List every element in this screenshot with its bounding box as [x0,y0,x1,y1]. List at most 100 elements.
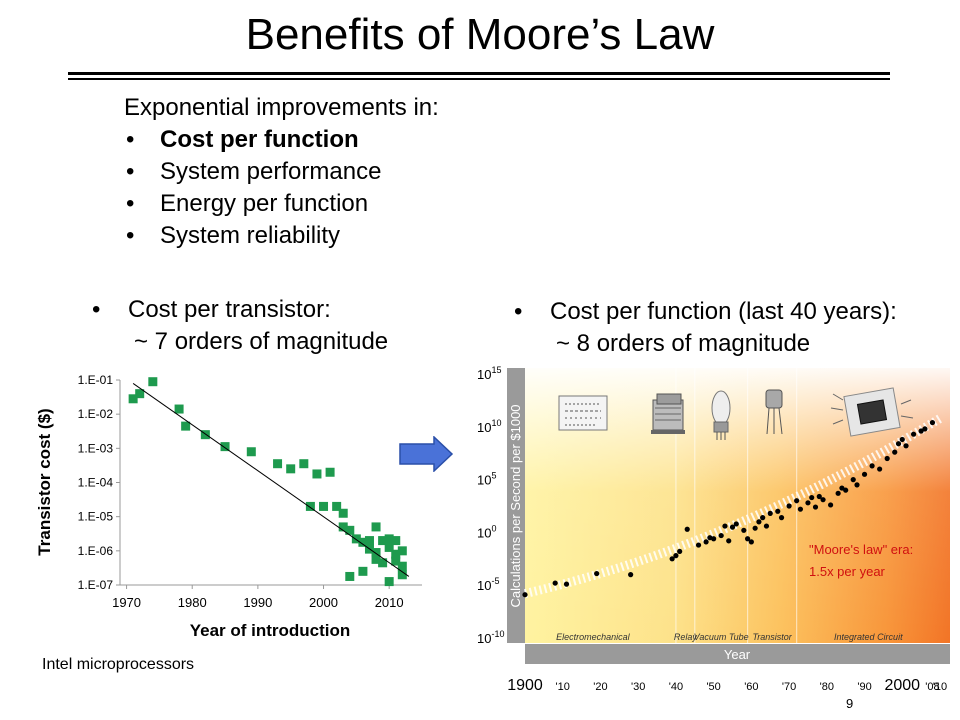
y-axis-band [507,368,525,643]
y-tick-label: 1.E-03 [78,441,114,455]
data-point [892,449,898,455]
data-point [351,534,361,544]
data-point [391,549,401,559]
data-point [839,485,845,491]
y-tick-label: 1.E-05 [78,510,114,524]
data-point [711,536,717,542]
x-axis-band [525,644,950,664]
data-point [797,506,804,512]
bullet-dot: • [126,190,135,217]
data-point [718,532,724,539]
intro-bullet-text: System performance [160,158,382,185]
data-point [820,497,826,503]
intro-bullet: • System reliability [124,220,439,252]
x-tick-label: '10 [556,681,570,693]
data-point [748,539,754,545]
bullet-dot: • [514,298,523,325]
data-point [319,501,329,511]
data-point [286,464,296,474]
x-tick-label: '70 [782,681,796,693]
data-point [899,436,905,443]
relay-icon [651,393,685,434]
data-point [628,572,634,578]
x-tick-label: '40 [669,681,683,693]
x-tick-label: '80 [820,681,834,693]
data-point [778,515,785,521]
data-point [312,469,322,479]
y-tick-label: 105 [477,471,496,488]
integrated-circuit-icon [830,387,914,437]
data-point [910,431,917,437]
data-point [835,490,841,496]
era-label: Electromechanical [556,632,631,642]
data-point [786,503,792,509]
data-point [669,556,675,562]
data-point [805,500,811,506]
data-point [384,577,394,587]
era-label: Transistor [752,632,792,642]
x-tick-label: 2010 [375,595,404,610]
data-point [726,538,732,544]
data-point [128,394,138,404]
intro-bullet: • System performance [124,156,439,188]
x-tick-label: 2000 [884,677,920,694]
data-point [273,459,283,469]
data-point [181,421,191,431]
data-point [332,501,342,511]
data-point [397,546,407,556]
vacuum-tube-icon [711,390,731,440]
left-chart-caption: Intel microprocessors [42,656,195,673]
data-point [563,581,570,587]
data-point [760,515,766,521]
intro-bullet-text: System reliability [160,222,341,249]
data-point [861,471,868,477]
data-point [391,556,401,566]
title-underline-thin [68,78,890,80]
data-point [752,525,758,531]
data-point [775,508,781,514]
transistor-icon [765,389,783,435]
data-point [397,570,407,580]
era-label: Relay [674,632,698,642]
title-underline-thick [68,72,890,75]
data-point [884,455,890,462]
bullet-dot: • [126,126,135,153]
y-tick-label: 1.E-07 [78,578,114,592]
data-point [378,558,388,568]
data-point [763,523,770,529]
intro-bullet: • Cost per function [124,124,439,156]
data-point [843,487,849,493]
data-point [345,525,355,535]
y-axis-label: Calculations per Second per $1000 [508,404,523,607]
x-tick-label: '10 [933,681,947,693]
data-point [854,482,860,488]
data-point [684,526,690,532]
y-tick-label: 1.E-04 [78,476,114,490]
x-tick-label: '20 [593,681,607,693]
data-point [299,459,309,469]
y-tick-label: 1.E-02 [78,407,114,421]
data-point [594,570,600,577]
data-point [345,571,355,581]
data-point [816,493,822,500]
bullet-dot: • [126,222,135,249]
data-point [358,566,368,576]
x-axis-label: Year of introduction [190,621,351,640]
data-point [895,441,902,447]
data-point [673,553,679,559]
data-point [809,494,815,501]
arrow-right-icon [399,436,454,472]
data-point [827,502,834,508]
x-tick-label: 1970 [112,595,141,610]
data-point [869,463,875,469]
x-tick-label: '30 [631,681,645,693]
right-bullet-text: Cost per function (last 40 years): [550,298,897,325]
intro-bullet: • Energy per function [124,188,439,220]
data-point [850,477,856,483]
y-tick-label: 1010 [477,418,501,435]
data-point [338,522,348,532]
data-point [364,536,374,546]
bullet-dot: • [126,158,135,185]
data-point [371,548,381,558]
data-point [722,523,728,529]
